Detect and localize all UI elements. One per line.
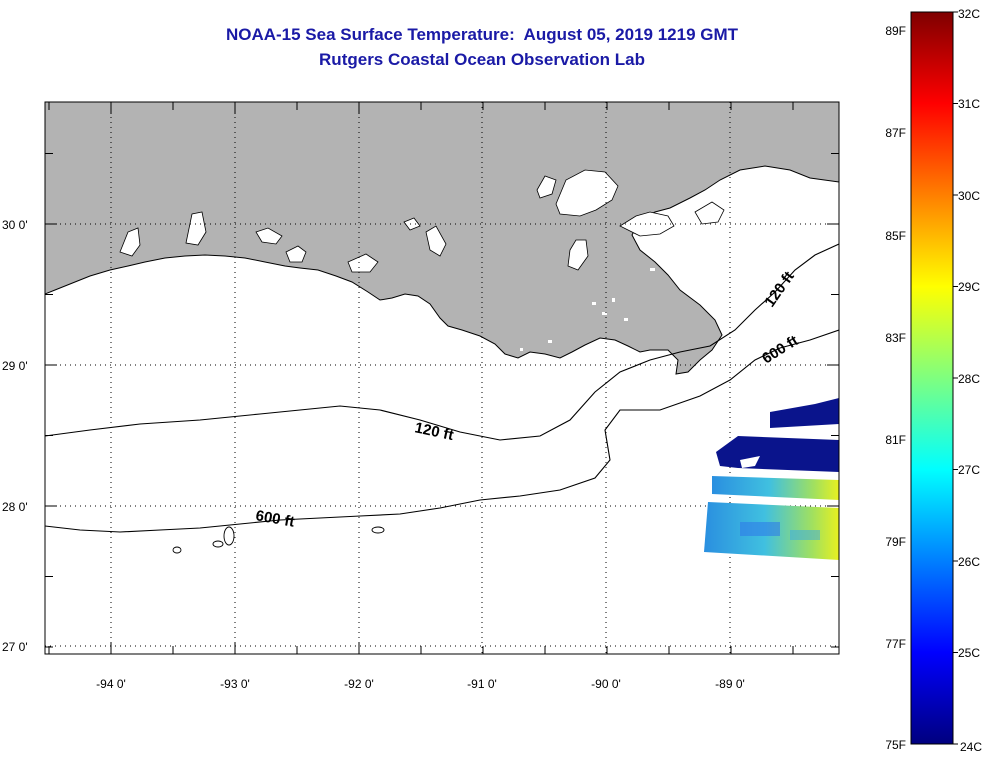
map-title: NOAA-15 Sea Surface Temperature: August … [225,25,739,44]
fahrenheit-label: 75F [885,738,906,752]
lat-label: 30 0' [2,218,28,232]
graticule [45,102,839,654]
lat-label: 28 0' [2,500,28,514]
celsius-label: 24C [960,740,982,754]
colorbar [910,11,954,745]
celsius-label: 27C [958,463,980,477]
fahrenheit-label: 81F [885,433,906,447]
axis-ticks [45,102,839,654]
map-subtitle: Rutgers Coastal Ocean Observation Lab [319,50,645,69]
celsius-label: 29C [958,280,980,294]
lon-label: -91 0' [467,677,497,691]
marsh-speckle [520,230,694,351]
longitude-labels: -94 0' -93 0' -92 0' -91 0' -90 0' -89 0… [96,677,745,691]
celsius-label: 28C [958,372,980,386]
isobath-600ft [45,329,839,533]
colorbar-ticks [953,11,958,745]
isobath-label: 600 ft [254,507,296,531]
fahrenheit-label: 77F [885,637,906,651]
fahrenheit-label: 89F [885,24,906,38]
map-frame [44,101,840,655]
lat-label: 27 0' [2,640,28,654]
celsius-label: 31C [958,97,980,111]
lon-label: -94 0' [96,677,126,691]
fahrenheit-label: 85F [885,229,906,243]
isobath-120ft [45,243,839,441]
seamount-contours [172,526,385,554]
lon-label: -90 0' [591,677,621,691]
celsius-label: 32C [958,7,980,21]
fahrenheit-label: 83F [885,331,906,345]
colorbar-fahrenheit-labels: 89F 87F 85F 83F 81F 79F 77F 75F [885,24,906,752]
celsius-label: 30C [958,189,980,203]
sst-swath [704,398,839,560]
celsius-label: 25C [958,646,980,660]
colorbar-celsius-labels: 32C 31C 30C 29C 28C 27C 26C 25C 24C [958,7,982,754]
fahrenheit-label: 87F [885,126,906,140]
lon-label: -93 0' [220,677,250,691]
fahrenheit-label: 79F [885,535,906,549]
lon-label: -92 0' [344,677,374,691]
lat-label: 29 0' [2,359,28,373]
lon-label: -89 0' [715,677,745,691]
inland-lakes [119,169,725,273]
latitude-labels: 30 0' 29 0' 28 0' 27 0' [2,218,28,654]
celsius-label: 26C [958,555,980,569]
